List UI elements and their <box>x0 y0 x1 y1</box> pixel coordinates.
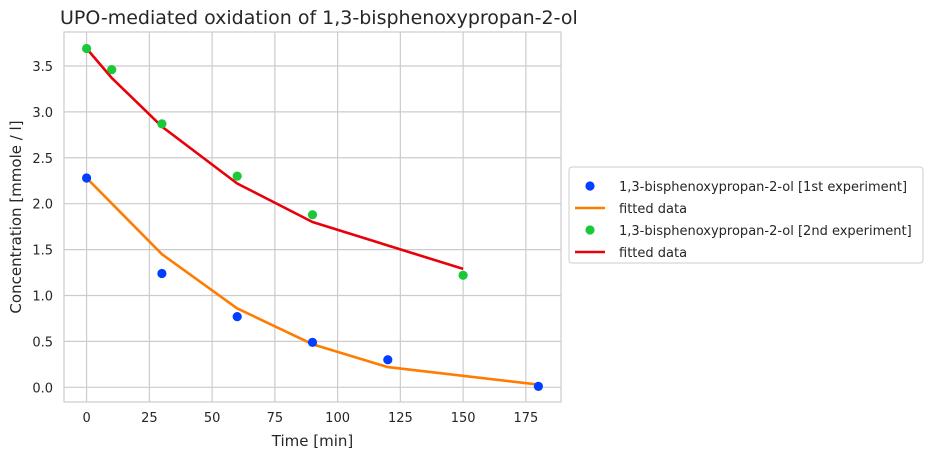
chart-title: UPO-mediated oxidation of 1,3-bisphenoxy… <box>60 7 578 29</box>
y-tick-label: 0.5 <box>32 335 53 350</box>
legend-marker <box>585 225 595 235</box>
x-axis-label: Time [min] <box>271 432 353 450</box>
data-point-series-0 <box>307 337 318 347</box>
x-tick-label: 150 <box>451 411 476 426</box>
data-point-series-0 <box>383 355 393 365</box>
series-layer <box>81 43 544 391</box>
data-point-series-0 <box>81 173 92 183</box>
data-point-series-0 <box>533 381 544 391</box>
legend-label: 1,3-bisphenoxypropan-2-ol [2nd experimen… <box>619 224 912 239</box>
y-tick-label: 1.5 <box>32 244 53 259</box>
x-tick-label: 75 <box>267 411 284 426</box>
data-point-series-2 <box>107 65 117 75</box>
legend-label: fitted data <box>619 246 687 261</box>
y-tick-label: 2.5 <box>32 152 53 167</box>
data-point-series-2 <box>232 171 242 181</box>
y-tick-label: 3.0 <box>32 106 53 121</box>
y-axis-label: Concentration [mmole / l] <box>7 120 25 313</box>
legend-marker <box>585 181 595 191</box>
x-tick-label: 0 <box>82 411 90 426</box>
legend-frame <box>568 166 924 264</box>
legend-label: fitted data <box>619 202 687 217</box>
x-tick-label: 25 <box>141 411 158 426</box>
fitted-line-series-3 <box>85 47 464 271</box>
x-tick-label: 100 <box>325 411 350 426</box>
x-tick-label: 175 <box>513 411 538 426</box>
x-tick-label: 50 <box>204 411 221 426</box>
data-point-series-0 <box>232 312 242 322</box>
y-tick-label: 2.0 <box>32 198 53 213</box>
x-tick-label: 125 <box>388 411 413 426</box>
tick-labels: 0 25 50 75 100 125 150 175 0.0 0.5 1.0 1.5 2.0 2.5 3.0… <box>32 60 538 426</box>
data-point-series-2 <box>307 210 318 220</box>
fitted-line-series-1 <box>85 177 539 386</box>
legend: 1,3-bisphenoxypropan-2-ol [1st experimen… <box>568 166 924 264</box>
y-tick-label: 1.0 <box>32 289 53 304</box>
data-point-series-2 <box>157 119 167 129</box>
data-point-series-2 <box>81 43 92 54</box>
legend-label: 1,3-bisphenoxypropan-2-ol [1st experimen… <box>619 180 907 195</box>
data-point-series-2 <box>458 270 468 280</box>
y-tick-label: 0.0 <box>32 381 53 396</box>
data-point-series-0 <box>157 268 167 279</box>
y-tick-label: 3.5 <box>32 60 53 75</box>
